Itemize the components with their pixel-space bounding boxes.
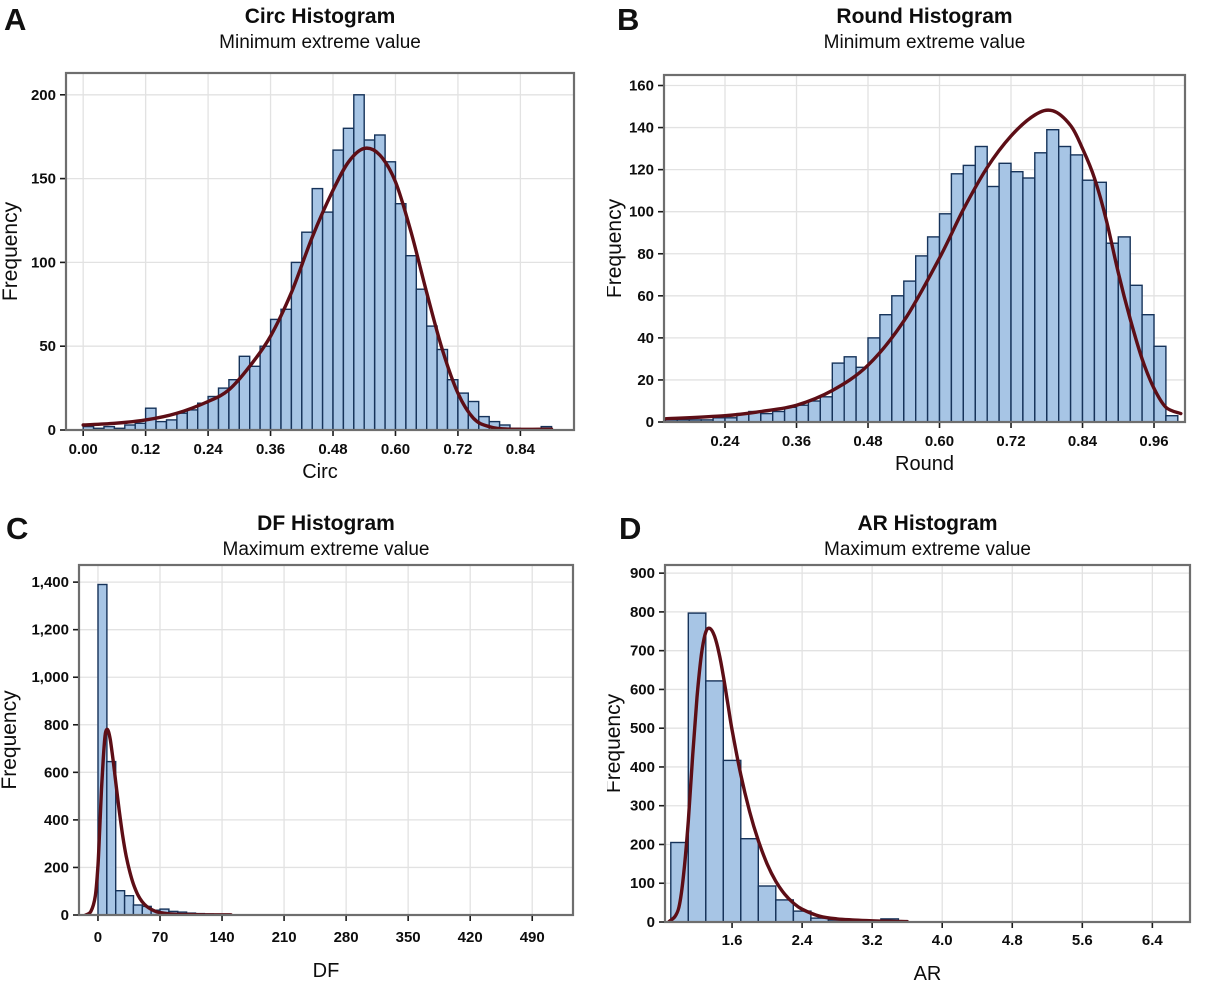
x-axis-title-a: Circ xyxy=(302,461,338,483)
panel-d-title-block: AR Histogram Maximum extreme value xyxy=(665,511,1190,562)
chart-title-c: DF Histogram xyxy=(257,512,395,535)
svg-text:0.72: 0.72 xyxy=(996,433,1025,450)
y-axis-title-c: Frequency xyxy=(0,690,21,790)
svg-text:6.4: 6.4 xyxy=(1142,932,1164,949)
svg-text:40: 40 xyxy=(637,330,654,347)
svg-text:100: 100 xyxy=(629,204,654,221)
svg-text:5.6: 5.6 xyxy=(1072,932,1093,949)
svg-text:70: 70 xyxy=(152,929,169,946)
panel-letter-d: D xyxy=(619,511,642,546)
svg-text:160: 160 xyxy=(629,78,654,95)
svg-text:0.36: 0.36 xyxy=(256,441,285,458)
svg-text:50: 50 xyxy=(39,338,56,355)
histogram-chart-d: 1.6 2.4 3.2 4.0 4.8 5.6 6.4 0 100 200 300 400 500 600… xyxy=(607,563,1192,985)
y-axis-title-b: Frequency xyxy=(607,198,626,298)
svg-text:0.60: 0.60 xyxy=(381,441,410,458)
y-axis-title-d: Frequency xyxy=(607,693,625,793)
svg-text:0.24: 0.24 xyxy=(710,433,740,450)
svg-text:3.2: 3.2 xyxy=(862,932,883,949)
svg-text:0: 0 xyxy=(61,907,69,924)
svg-text:0: 0 xyxy=(646,414,654,431)
chart-title-d: AR Histogram xyxy=(857,512,998,535)
svg-text:0.84: 0.84 xyxy=(1068,433,1098,450)
svg-text:120: 120 xyxy=(629,162,654,179)
svg-text:210: 210 xyxy=(272,929,297,946)
svg-text:60: 60 xyxy=(637,288,654,305)
svg-text:300: 300 xyxy=(630,798,655,815)
svg-text:600: 600 xyxy=(44,764,69,781)
chart-subtitle-c: Maximum extreme value xyxy=(222,539,430,560)
svg-text:2.4: 2.4 xyxy=(792,932,814,949)
panel-a: A Circ Histogram Minimum extreme value 0… xyxy=(0,0,607,497)
histogram-chart-c: 0 70 140 210 280 350 420 490 0 200 400 600 800 1,000 1… xyxy=(0,563,575,982)
svg-text:0.60: 0.60 xyxy=(925,433,954,450)
chart-subtitle-a: Minimum extreme value xyxy=(219,32,421,53)
panel-letter-a: A xyxy=(4,2,27,37)
panel-c: C DF Histogram Maximum extreme value 0 70… xyxy=(0,497,607,994)
panel-d: D AR Histogram Maximum extreme value 1.6… xyxy=(607,497,1213,994)
svg-text:100: 100 xyxy=(630,875,655,892)
x-axis-title-d: AR xyxy=(914,963,942,985)
svg-text:500: 500 xyxy=(630,720,655,737)
panel-c-title-block: DF Histogram Maximum extreme value xyxy=(79,511,573,562)
svg-text:800: 800 xyxy=(44,717,69,734)
svg-text:4.8: 4.8 xyxy=(1002,932,1023,949)
svg-text:80: 80 xyxy=(637,246,654,263)
svg-text:4.0: 4.0 xyxy=(932,932,953,949)
svg-text:280: 280 xyxy=(334,929,359,946)
svg-text:420: 420 xyxy=(458,929,483,946)
panel-letter-c: C xyxy=(6,511,29,546)
histogram-chart-a: 0.00 0.12 0.24 0.36 0.48 0.60 0.72 0.84 0 50 100 15… xyxy=(0,71,576,483)
svg-text:140: 140 xyxy=(629,120,654,137)
svg-text:0: 0 xyxy=(48,422,56,439)
svg-text:400: 400 xyxy=(44,812,69,829)
svg-text:0.00: 0.00 xyxy=(69,441,98,458)
svg-text:490: 490 xyxy=(520,929,545,946)
chart-subtitle-d: Maximum extreme value xyxy=(824,539,1031,560)
svg-text:800: 800 xyxy=(630,604,655,621)
svg-text:200: 200 xyxy=(44,859,69,876)
svg-text:0.48: 0.48 xyxy=(853,433,882,450)
svg-text:1,400: 1,400 xyxy=(31,574,69,591)
svg-text:0.96: 0.96 xyxy=(1139,433,1168,450)
svg-text:200: 200 xyxy=(31,87,56,104)
svg-text:1,000: 1,000 xyxy=(31,669,69,686)
panel-b: B Round Histogram Minimum extreme value … xyxy=(607,0,1213,497)
svg-text:0.48: 0.48 xyxy=(318,441,347,458)
svg-text:1.6: 1.6 xyxy=(722,932,743,949)
svg-text:0.84: 0.84 xyxy=(506,441,536,458)
svg-text:0.72: 0.72 xyxy=(443,441,472,458)
x-axis-title-c: DF xyxy=(313,960,340,982)
svg-text:1,200: 1,200 xyxy=(31,622,69,639)
svg-text:350: 350 xyxy=(396,929,421,946)
svg-text:400: 400 xyxy=(630,759,655,776)
svg-text:0.36: 0.36 xyxy=(782,433,811,450)
svg-text:0: 0 xyxy=(94,929,102,946)
x-axis-title-b: Round xyxy=(895,453,954,475)
chart-title-b: Round Histogram xyxy=(836,5,1013,28)
panel-a-title-block: Circ Histogram Minimum extreme value xyxy=(66,4,574,55)
histogram-chart-b: 0.24 0.36 0.48 0.60 0.72 0.84 0.96 0 20 40 60 80 100… xyxy=(607,73,1187,475)
svg-text:900: 900 xyxy=(630,565,655,582)
chart-subtitle-b: Minimum extreme value xyxy=(823,32,1026,53)
panel-letter-b: B xyxy=(617,2,640,37)
svg-text:0.12: 0.12 xyxy=(131,441,160,458)
svg-text:200: 200 xyxy=(630,836,655,853)
svg-text:700: 700 xyxy=(630,643,655,660)
svg-text:150: 150 xyxy=(31,171,56,188)
y-axis-title-a: Frequency xyxy=(0,201,22,301)
panel-b-title-block: Round Histogram Minimum extreme value xyxy=(664,4,1185,55)
svg-text:0: 0 xyxy=(647,914,655,931)
svg-text:0.24: 0.24 xyxy=(193,441,223,458)
svg-text:600: 600 xyxy=(630,681,655,698)
chart-title-a: Circ Histogram xyxy=(244,5,396,28)
svg-text:100: 100 xyxy=(31,254,56,271)
svg-text:140: 140 xyxy=(210,929,235,946)
svg-text:20: 20 xyxy=(637,372,654,389)
